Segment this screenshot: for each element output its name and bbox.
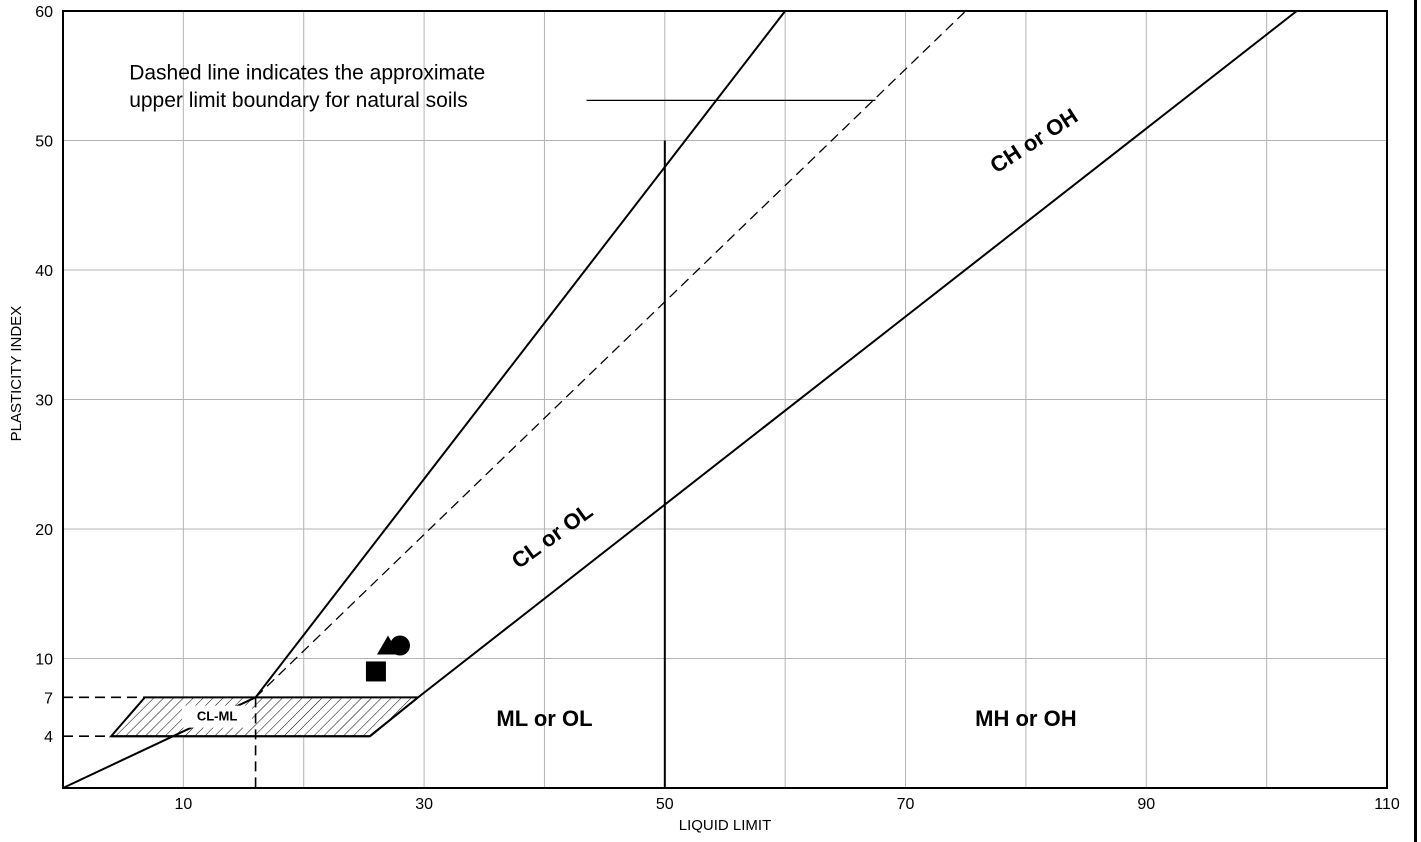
x-axis-label: LIQUID LIMIT: [679, 817, 772, 834]
x-tick-label: 50: [656, 796, 674, 813]
x-tick-label: 90: [1137, 796, 1155, 813]
data-point-square: [365, 661, 386, 682]
zone-label: CL-ML: [197, 709, 237, 724]
x-tick-label: 110: [1374, 796, 1400, 813]
y-tick-label: 4: [44, 729, 53, 746]
cutoff-lines: [63, 696, 257, 788]
plot-frame: [62, 10, 1388, 789]
zone-label: CL or OL: [507, 498, 598, 573]
x-tick-label: 70: [897, 796, 915, 813]
data-point-triangle: [376, 635, 399, 655]
x-tick-label: 10: [174, 796, 192, 813]
data-points: [365, 635, 411, 682]
y-tick-label: 10: [35, 652, 53, 669]
tick-labels: 10 30 50 70 90 110 4 7 10 20 30 40 50 60: [35, 4, 1400, 813]
y-tick-label: 60: [35, 4, 53, 21]
right-edge-bar: [1414, 0, 1417, 842]
grid-lines: [63, 11, 1387, 788]
y-tick-label: 40: [35, 263, 53, 280]
y-tick-label: 20: [35, 522, 53, 539]
y-tick-label: 30: [35, 393, 53, 410]
boundary-line: [255, 10, 967, 698]
annotation-text: upper limit boundary for natural soils: [129, 89, 468, 112]
y-tick-label: 7: [44, 690, 53, 707]
cl-ml-hatch: [108, 696, 421, 738]
y-axis-label: PLASTICITY INDEX: [8, 306, 25, 442]
cl-ml-hatched-zone: [108, 696, 421, 738]
zone-label: MH or OH: [975, 706, 1076, 731]
plot-border: [62, 10, 1388, 789]
y-tick-label: 50: [35, 134, 53, 151]
x-tick-label: 30: [415, 796, 433, 813]
cl-ml-label-bg: [182, 705, 253, 728]
annotation-text: Dashed line indicates the approximate: [129, 62, 485, 85]
boundary-line: [111, 10, 1298, 738]
zone-label: ML or OL: [496, 706, 592, 731]
